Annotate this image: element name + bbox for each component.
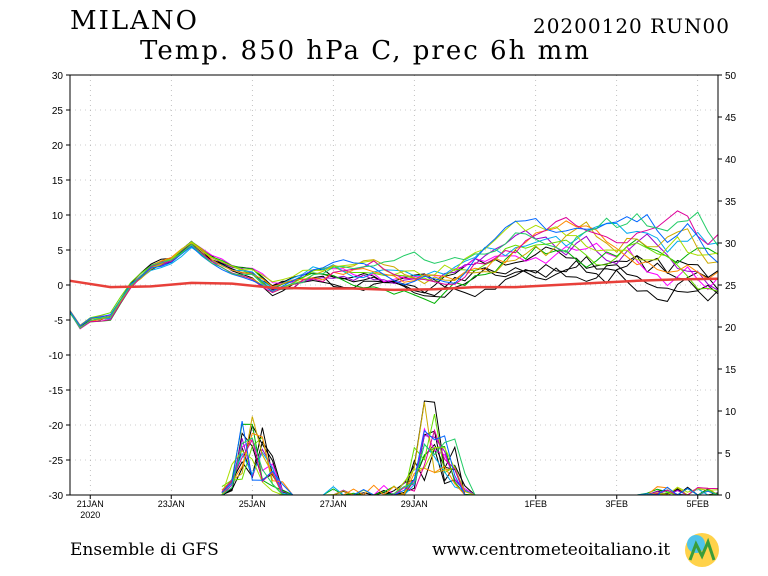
member-line: [69, 213, 719, 327]
y-tick-label-left: 5: [57, 246, 63, 257]
chart-subtitle: Temp. 850 hPa C, prec 6h mm: [140, 36, 591, 66]
member-line: [69, 220, 719, 327]
site-logo: [685, 533, 719, 567]
x-tick-label: 25JAN: [239, 499, 266, 509]
y-tick-label-left: 0: [57, 281, 63, 292]
precip-line: [221, 402, 719, 496]
y-tick-label-left: 30: [52, 71, 64, 82]
member-line: [69, 238, 719, 329]
y-tick-label-right: 30: [725, 239, 737, 250]
y-tick-label-left: -10: [49, 351, 64, 362]
control-line: [69, 277, 719, 292]
member-line: [69, 211, 719, 329]
x-tick-label: 5FEB: [686, 499, 709, 509]
precip-line: [221, 442, 718, 496]
precip-line: [221, 446, 719, 496]
y-tick-label-right: 50: [725, 71, 737, 82]
y-tick-label-right: 40: [725, 155, 737, 166]
y-tick-label-left: -20: [49, 421, 64, 432]
y-tick-label-left: 25: [52, 106, 64, 117]
plot-frame: [69, 74, 719, 496]
y-tick-label-right: 15: [725, 365, 737, 376]
x-tick-label: 3FEB: [605, 499, 628, 509]
x-tick-label: 27JAN: [320, 499, 347, 509]
precip-line: [221, 434, 719, 496]
precip-line: [221, 437, 719, 496]
y-tick-label-right: 20: [725, 323, 737, 334]
y-tick-label-left: -25: [49, 456, 64, 467]
y-tick-label-left: 15: [52, 176, 64, 187]
y-tick-label-left: -15: [49, 386, 64, 397]
city-title: MILANO: [70, 6, 199, 36]
y-tick-label-right: 45: [725, 113, 737, 124]
member-line: [69, 220, 719, 329]
x-tick-label: 1FEB: [524, 499, 547, 509]
y-tick-label-right: 10: [725, 407, 737, 418]
footer-website[interactable]: www.centrometeoitaliano.it: [432, 540, 671, 560]
x-tick-label: 29JAN: [401, 499, 428, 509]
y-tick-label-right: 5: [725, 449, 731, 460]
x-tick-sublabel: 2020: [80, 510, 100, 520]
run-label: 20200120 RUN00: [532, 14, 730, 38]
y-axis-left: 30 25 20 15 10 5 0 -5 -10 -15 -20 -25 -30: [49, 71, 70, 502]
y-tick-label-left: -5: [54, 316, 63, 327]
precip-line: [221, 440, 719, 496]
y-tick-label-left: 10: [52, 211, 64, 222]
y-tick-label-left: -30: [49, 491, 64, 502]
y-tick-label-right: 25: [725, 281, 737, 292]
y-tick-label-left: 20: [52, 141, 64, 152]
member-line: [69, 222, 719, 329]
x-tick-label: 23JAN: [158, 499, 185, 509]
x-tick-label: 21JAN: [77, 499, 104, 509]
control-series: [69, 277, 719, 292]
precip-line: [221, 413, 719, 496]
precip-line: [221, 432, 718, 496]
footer-model-label: Ensemble di GFS: [70, 540, 219, 560]
precip-line: [221, 400, 718, 496]
y-tick-label-right: 35: [725, 197, 737, 208]
y-tick-label-right: 0: [725, 491, 731, 502]
member-series: [69, 210, 719, 330]
precip-series: [221, 400, 719, 496]
